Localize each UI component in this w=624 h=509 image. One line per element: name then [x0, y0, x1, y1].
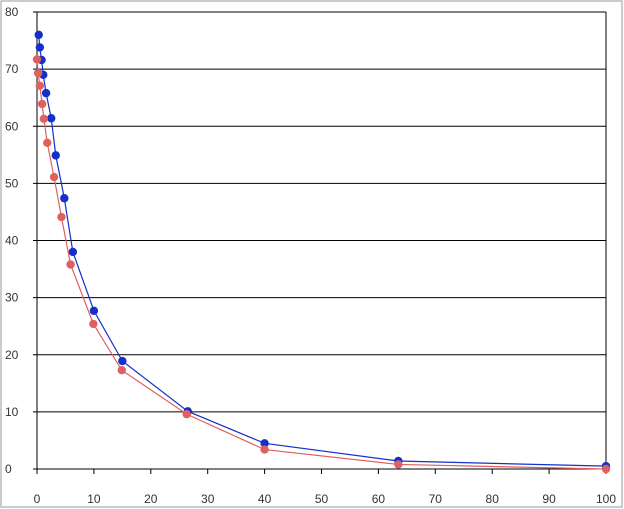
- data-point: [57, 212, 66, 222]
- data-point: [33, 68, 43, 78]
- axis-layer: 0 10 20 30 40 50 60 70 80 0 10 20 30 40 50 60 70 80 90 100: [5, 5, 616, 506]
- data-point: [39, 114, 49, 124]
- data-point: [260, 439, 269, 448]
- data-point: [35, 43, 45, 52]
- data-point: [49, 172, 59, 182]
- data-point: [60, 194, 69, 203]
- series-0: [34, 30, 611, 471]
- x-tick-label: 40: [258, 492, 272, 506]
- data-point: [68, 247, 78, 257]
- x-tick-label: 80: [486, 492, 500, 506]
- data-point: [47, 114, 56, 123]
- x-tick-label: 100: [596, 492, 616, 506]
- data-point: [66, 260, 75, 269]
- data-point: [35, 81, 45, 90]
- data-point: [394, 460, 403, 469]
- data-point: [34, 30, 43, 40]
- data-point: [182, 409, 191, 419]
- x-tick-label: 50: [315, 492, 329, 506]
- y-tick-label: 20: [5, 348, 19, 362]
- data-point: [260, 445, 269, 454]
- data-point: [43, 138, 52, 148]
- x-tick-label: 70: [429, 492, 443, 506]
- series-1: [32, 55, 611, 474]
- series-line: [38, 34, 607, 467]
- data-point: [32, 55, 42, 64]
- data-point: [37, 99, 47, 109]
- y-tick-label: 50: [5, 176, 19, 190]
- x-tick-label: 0: [34, 492, 41, 506]
- data-point: [89, 319, 98, 329]
- y-tick-label: 40: [5, 234, 19, 248]
- x-tick-label: 20: [144, 492, 158, 506]
- data-point: [118, 356, 127, 366]
- x-tick-label: 10: [87, 492, 101, 506]
- data-point: [117, 365, 126, 375]
- series-line: [36, 59, 607, 470]
- x-tick-label: 90: [542, 492, 556, 506]
- x-tick-label: 60: [372, 492, 386, 506]
- y-tick-label: 60: [5, 119, 19, 133]
- series-layer: [32, 30, 611, 474]
- y-tick-label: 30: [5, 291, 19, 305]
- data-point: [89, 306, 99, 315]
- data-point: [41, 88, 51, 98]
- y-tick-label: 10: [5, 405, 19, 419]
- data-point: [601, 464, 611, 474]
- y-tick-label: 0: [5, 462, 12, 476]
- data-point: [51, 151, 60, 160]
- y-tick-label: 70: [5, 62, 19, 76]
- x-tick-label: 30: [201, 492, 215, 506]
- y-tick-label: 80: [5, 5, 19, 19]
